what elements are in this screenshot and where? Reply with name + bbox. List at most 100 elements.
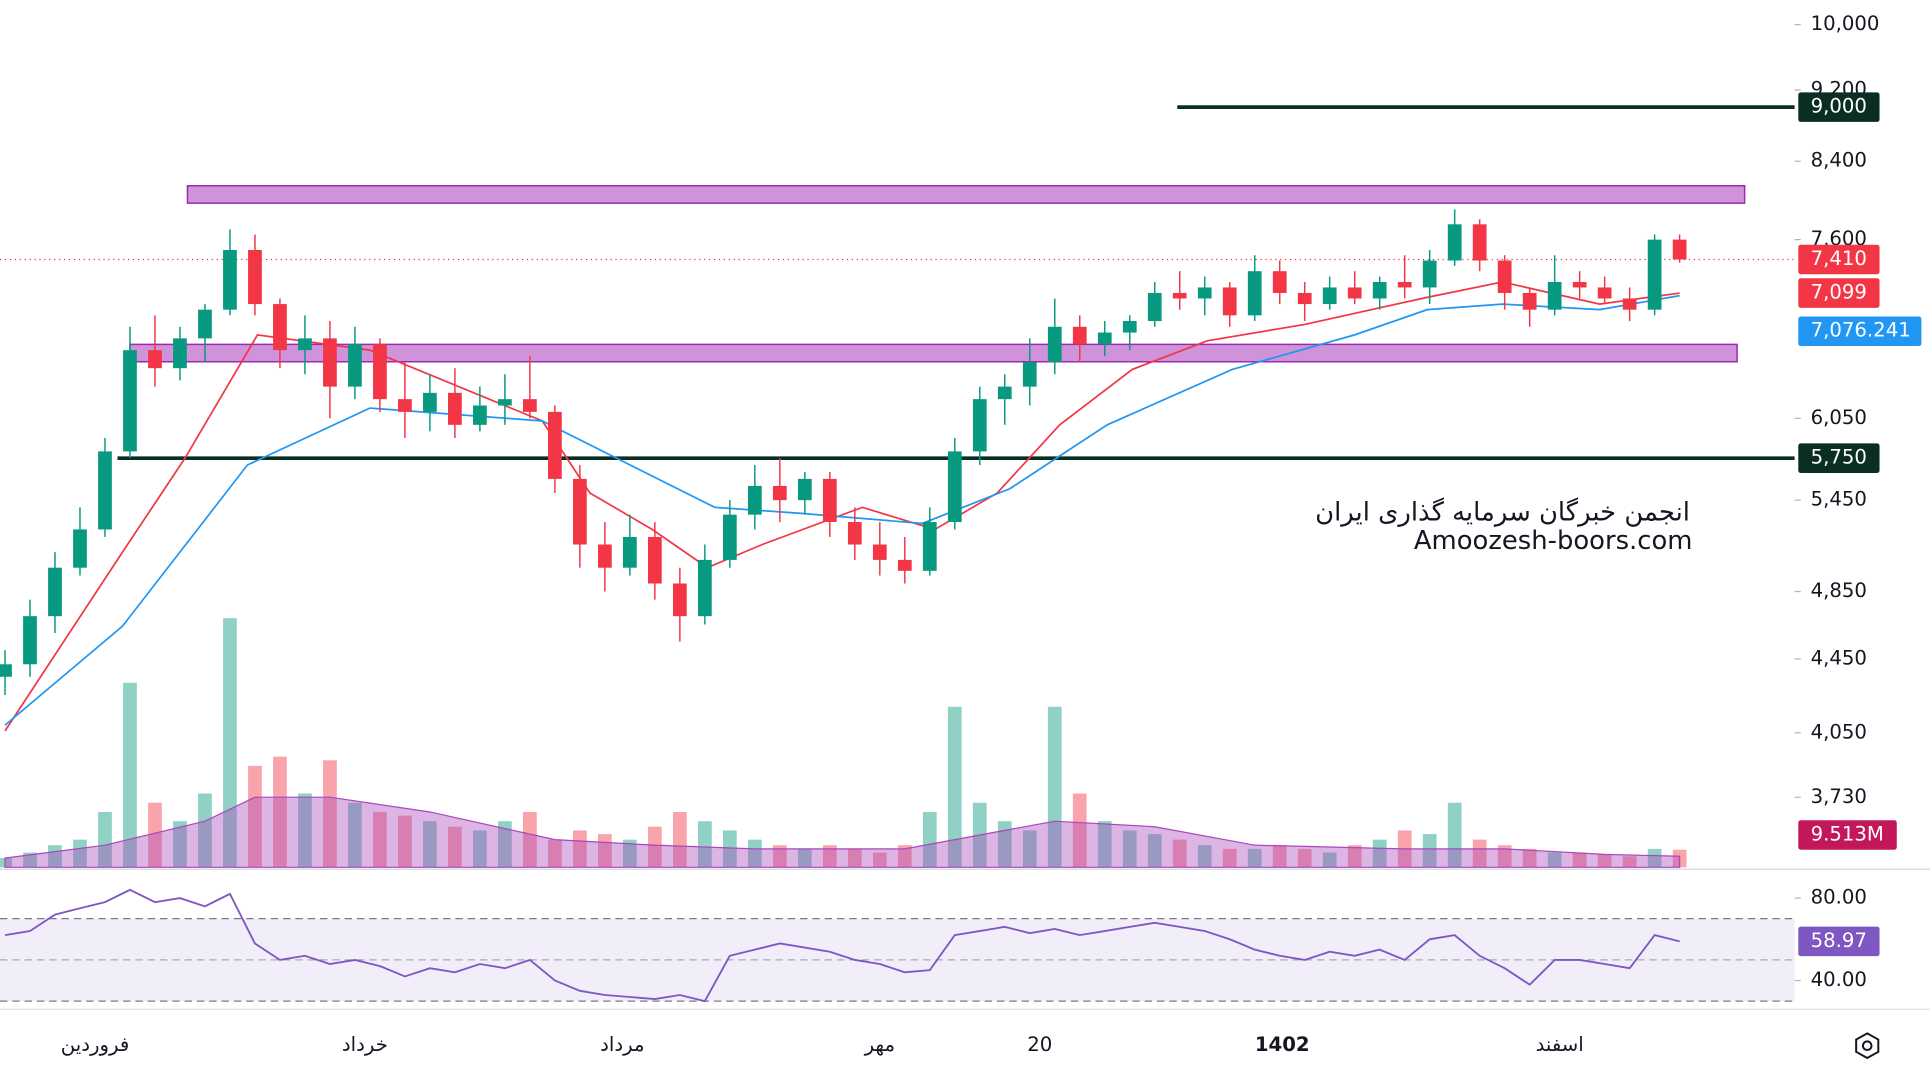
candle-body (1447, 224, 1462, 261)
volume-bar (572, 830, 587, 868)
candle-body (1372, 281, 1387, 299)
volume-bar (1472, 839, 1487, 868)
volume-bar (1172, 839, 1187, 868)
watermark-line: Amoozesh-boors.com (1414, 526, 1693, 556)
settings-dot[interactable] (1861, 1040, 1873, 1051)
candle-body (1497, 260, 1512, 293)
volume-bar (98, 811, 112, 868)
volume-bar (248, 765, 262, 868)
candle-body (23, 616, 37, 665)
candle-body (0, 664, 12, 677)
candle-body (1522, 292, 1537, 310)
volume-bar (1422, 834, 1437, 868)
zone (186, 185, 1746, 204)
volume-bar (1272, 845, 1287, 868)
x-tick-label: 20 (1027, 1033, 1052, 1056)
candle-body (1472, 224, 1487, 261)
candle-body (1097, 332, 1112, 345)
volume-label-box (1798, 820, 1897, 850)
candle-body (73, 529, 87, 568)
rsi-tick-label: 40.00 (1811, 968, 1867, 991)
x-tick-label: فروردین (61, 1033, 129, 1056)
candle-body (448, 392, 462, 425)
y-tick-label: 4,050 (1811, 720, 1867, 743)
candle-body (98, 451, 112, 530)
volume-bar (498, 821, 512, 868)
volume-bar (747, 839, 762, 868)
candle-body (1297, 292, 1312, 305)
x-tick-label: اسفند (1536, 1033, 1584, 1056)
candle-body (1597, 287, 1612, 299)
volume-bar (548, 839, 562, 868)
volume-label: 9.513M (1811, 823, 1884, 846)
candle-body (1272, 271, 1287, 293)
volume-bar (922, 811, 937, 868)
ma-line (4, 294, 1680, 726)
volume-bar (448, 826, 462, 868)
candle-body (697, 559, 712, 617)
y-tick-label: 10,000 (1811, 12, 1880, 35)
candle-body (198, 309, 212, 339)
y-tick-label: 5,450 (1811, 488, 1867, 511)
volume-bar (997, 821, 1012, 868)
volume-bar (348, 802, 362, 868)
volume-bar (772, 845, 787, 868)
volume-bar (1497, 845, 1512, 868)
candles (0, 209, 1687, 696)
volume-ma-area (4, 796, 1681, 868)
candle-body (298, 338, 312, 351)
zone (129, 343, 1738, 363)
volume-bar (473, 830, 487, 868)
volume-bar (173, 821, 187, 868)
ma-label-box (1798, 316, 1922, 347)
y-tick-label: 4,450 (1811, 646, 1867, 669)
volume-bar (423, 821, 437, 868)
rsi-band (0, 918, 1795, 1002)
y-tick-label: 4,850 (1811, 579, 1867, 602)
candle-body (1247, 271, 1262, 316)
candle-body (622, 536, 637, 568)
moving-averages (4, 281, 1680, 732)
candle-body (1172, 292, 1187, 299)
candle-body (1072, 326, 1087, 345)
candle-body (1647, 239, 1662, 310)
candle-body (548, 411, 562, 479)
volume-bar (672, 811, 687, 868)
volume-bar (1647, 848, 1662, 868)
y-tick-label: 8,400 (1811, 149, 1867, 172)
candle-body (273, 304, 287, 351)
volume-bar (223, 618, 237, 868)
candle-body (323, 338, 337, 387)
volume-bar (123, 682, 137, 868)
volume-bar (373, 811, 387, 868)
candle-body (847, 522, 862, 545)
candle-body (1347, 287, 1362, 299)
volume-bar (1147, 834, 1162, 868)
candle-body (123, 350, 137, 452)
volume (0, 618, 1687, 868)
volume-bar (1222, 848, 1237, 868)
settings-icon[interactable] (1855, 1032, 1880, 1060)
ma-label: 7,099 (1811, 281, 1867, 304)
volume-bar (73, 839, 87, 868)
volume-bar (872, 852, 887, 868)
settings-hex[interactable] (1855, 1032, 1880, 1060)
candle-body (1222, 287, 1237, 316)
volume-bar (822, 845, 837, 868)
volume-bar (1347, 845, 1362, 868)
axis-labels: 9,000 5,750 7,410 7,099 7,076.241 9.513M 58.97 (1798, 92, 1922, 957)
candle-body (148, 350, 162, 369)
candle-body (173, 338, 187, 369)
y-tick-label: 7,600 (1811, 227, 1867, 250)
candle-body (423, 392, 437, 412)
volume-bar (1547, 852, 1562, 868)
volume-bar (398, 815, 412, 868)
level-label-box (1798, 92, 1880, 122)
candle-body (48, 567, 62, 617)
volume-bar (1297, 848, 1312, 868)
candle-body (1672, 239, 1687, 260)
rsi-label-box (1798, 926, 1880, 957)
